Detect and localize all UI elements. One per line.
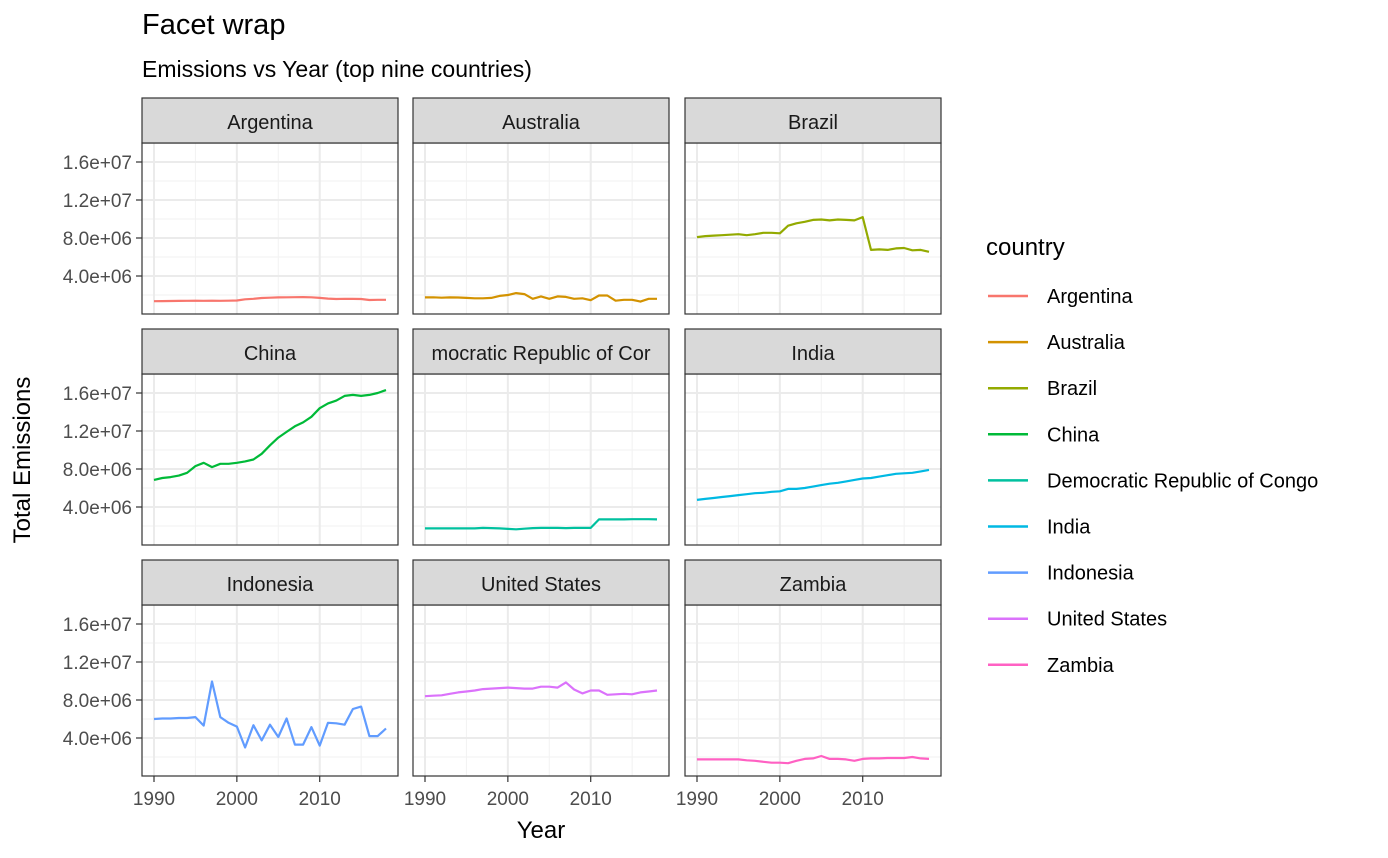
- chart-title: Facet wrap: [142, 9, 285, 41]
- facet-strip: [141, 97, 399, 144]
- x-tick-label: 2000: [487, 789, 529, 810]
- facet-panel-argentina: Argentina 4.0e+06 8.0e+06 1.2e+07 1.6e+07: [63, 97, 399, 315]
- legend-item-china: China: [988, 424, 1100, 446]
- facet-strip-label: Australia: [502, 112, 581, 134]
- legend-item-india: India: [988, 517, 1091, 539]
- panel-background: [413, 374, 669, 545]
- panel-background: [685, 374, 941, 545]
- legend-label: Indonesia: [1047, 563, 1135, 585]
- legend-item-united-states: United States: [988, 609, 1167, 631]
- panel-background: [142, 374, 398, 545]
- series-line-indonesia: [153, 680, 387, 749]
- chart-subtitle: Emissions vs Year (top nine countries): [142, 56, 532, 82]
- y-tick-label: 8.0e+06: [63, 691, 132, 712]
- y-tick-label: 1.2e+07: [63, 653, 132, 674]
- facet-strip: [412, 97, 670, 144]
- x-axis-title: Year: [517, 817, 566, 844]
- legend-label: Zambia: [1047, 655, 1115, 677]
- legend-item-brazil: Brazil: [988, 378, 1097, 400]
- legend-label: Brazil: [1047, 378, 1097, 400]
- x-tick-label: 2000: [759, 789, 801, 810]
- panel-background: [413, 605, 669, 776]
- facet-panel-india: India: [684, 328, 942, 546]
- y-tick-label: 1.6e+07: [63, 384, 132, 405]
- y-tick-label: 1.2e+07: [63, 191, 132, 212]
- panel-background: [142, 143, 398, 314]
- series-line-brazil: [696, 216, 930, 253]
- x-tick-label: 1990: [404, 789, 446, 810]
- facet-strip-label: Indonesia: [227, 574, 315, 596]
- facet-strip-label: United States: [481, 574, 601, 596]
- facet-panel-australia: Australia: [412, 97, 670, 315]
- x-tick-label: 2000: [216, 789, 258, 810]
- series-line-australia: [424, 292, 657, 303]
- legend-item-australia: Australia: [988, 332, 1126, 354]
- panel-background: [685, 605, 941, 776]
- facet-panel-zambia: Zambia 1990 2000 2010: [676, 559, 942, 810]
- facet-strip-label: Brazil: [788, 112, 838, 134]
- legend-label: United States: [1047, 609, 1167, 631]
- panel-background: [685, 143, 941, 314]
- legend-item-zambia: Zambia: [988, 655, 1115, 677]
- facet-strip: [684, 328, 942, 375]
- legend-item-democratic-republic-of-congo: Democratic Republic of Congo: [988, 470, 1318, 492]
- facet-panel-democratic-republic-of-congo: mocratic Republic of Cor: [412, 328, 670, 546]
- legend-label: China: [1047, 424, 1100, 446]
- facet-strip: [141, 559, 399, 606]
- y-tick-label: 1.2e+07: [63, 422, 132, 443]
- facet-strip-label: Argentina: [227, 112, 313, 134]
- facet-panel-united-states: United States 1990 2000 2010: [404, 559, 670, 810]
- legend-label: Democratic Republic of Congo: [1047, 470, 1318, 492]
- x-tick-label: 2010: [299, 789, 341, 810]
- y-tick-label: 8.0e+06: [63, 229, 132, 250]
- series-line-zambia: [697, 754, 930, 765]
- facet-strip-label: India: [791, 343, 835, 365]
- facet-strip: [412, 559, 670, 606]
- legend-label: India: [1047, 517, 1091, 539]
- y-tick-label: 8.0e+06: [63, 460, 132, 481]
- legend-title: country: [986, 234, 1065, 261]
- facet-strip-label: China: [244, 343, 297, 365]
- facet-strip-label: mocratic Republic of Cor: [432, 343, 651, 365]
- series-line-china: [153, 389, 387, 481]
- legend-item-indonesia: Indonesia: [988, 563, 1135, 585]
- legend-label: Australia: [1047, 332, 1126, 354]
- x-tick-label: 1990: [676, 789, 718, 810]
- x-tick-label: 2010: [842, 789, 884, 810]
- y-tick-label: 1.6e+07: [63, 615, 132, 636]
- facet-panel-brazil: Brazil: [684, 97, 942, 315]
- panel-background: [142, 605, 398, 776]
- facet-strip: [141, 328, 399, 375]
- facet-strip-label: Zambia: [780, 574, 848, 596]
- facet-panel-indonesia: Indonesia 4.0e+06 8.0e+06 1.2e+07 1.6e+07 199…: [63, 559, 399, 810]
- y-tick-label: 1.6e+07: [63, 153, 132, 174]
- panel-background: [413, 143, 669, 314]
- y-tick-label: 4.0e+06: [63, 498, 132, 519]
- y-tick-label: 4.0e+06: [63, 729, 132, 750]
- legend: country Argentina Australia Brazil China Dem…: [986, 234, 1318, 677]
- legend-label: Argentina: [1047, 286, 1133, 308]
- x-tick-label: 1990: [133, 789, 175, 810]
- x-tick-label: 2010: [570, 789, 612, 810]
- facet-strip: [684, 97, 942, 144]
- legend-item-argentina: Argentina: [988, 286, 1133, 308]
- series-line-united-states: [424, 681, 658, 698]
- facet-strip: [412, 328, 670, 375]
- facet-panels: Argentina 4.0e+06 8.0e+06 1.2e+07 1.6e+07 Aus…: [63, 97, 942, 810]
- series-line-democratic-republic-of-congo: [425, 518, 658, 531]
- series-line-argentina: [153, 296, 386, 303]
- series-line-india: [696, 468, 930, 501]
- y-tick-label: 4.0e+06: [63, 267, 132, 288]
- facet-strip: [684, 559, 942, 606]
- facet-panel-china: China 4.0e+06 8.0e+06 1.2e+07 1.6e+07: [63, 328, 399, 546]
- y-axis-title: Total Emissions: [9, 377, 36, 544]
